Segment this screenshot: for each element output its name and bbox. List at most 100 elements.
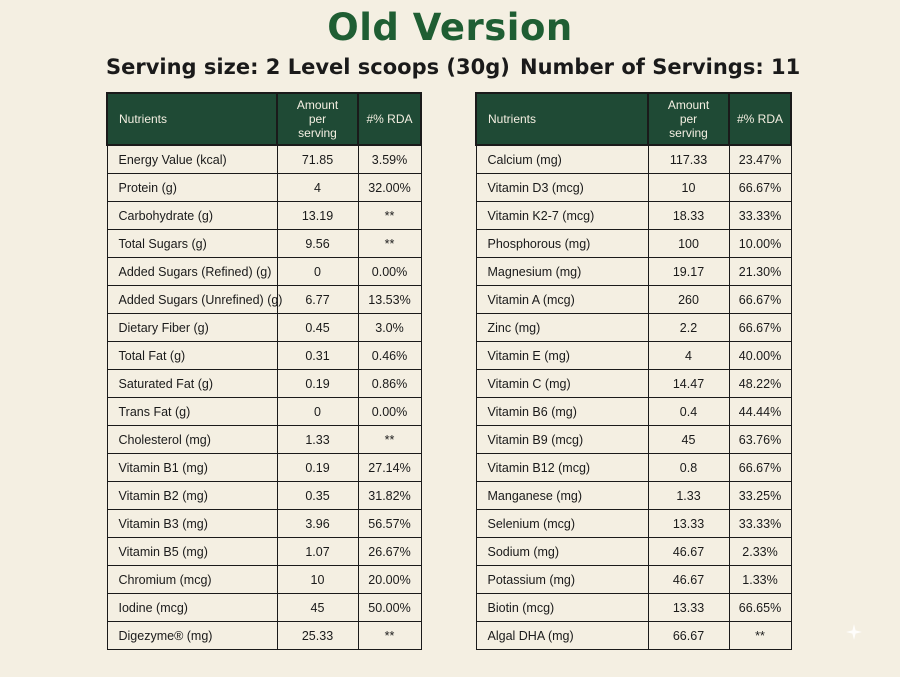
rda-cell: **: [357, 425, 422, 454]
nutrient-cell: Chromium (mcg): [106, 565, 278, 594]
amount-cell: 10: [276, 565, 359, 594]
sparkle-icon: [846, 624, 862, 640]
rda-cell: 20.00%: [357, 565, 422, 594]
rda-cell: 31.82%: [357, 481, 422, 510]
nutrient-cell: Added Sugars (Unrefined) (g): [106, 285, 282, 314]
nutrient-cell: Potassium (mg): [475, 565, 649, 594]
amount-header: Amount per serving: [647, 92, 730, 146]
rda-cell: 63.76%: [728, 425, 792, 454]
nutrient-cell: Total Fat (g): [106, 341, 278, 370]
amount-cell: 13.33: [647, 593, 730, 622]
table-row: Saturated Fat (g) 0.19 0.86%: [106, 369, 422, 398]
amount-cell: 0.8: [647, 453, 730, 482]
amount-cell: 14.47: [647, 369, 730, 398]
nutrient-cell: Dietary Fiber (g): [106, 313, 278, 342]
amount-cell: 0: [276, 397, 359, 426]
amount-header: Amount per serving: [276, 92, 359, 146]
amount-header-line: per: [679, 112, 698, 126]
table-row: Vitamin E (mg) 4 40.00%: [475, 341, 792, 370]
table-row: Added Sugars (Refined) (g) 0 0.00%: [106, 257, 422, 286]
amount-cell: 0: [276, 257, 359, 286]
amount-cell: 3.96: [276, 509, 359, 538]
table-row: Total Sugars (g) 9.56 **: [106, 229, 422, 258]
table-row: Vitamin B12 (mcg) 0.8 66.67%: [475, 453, 792, 482]
rda-cell: **: [357, 201, 422, 230]
table-header-row: Nutrients Amount per serving #% RDA: [106, 92, 422, 146]
amount-cell: 4: [647, 341, 730, 370]
amount-cell: 117.33: [647, 144, 730, 174]
table-row: Protein (g) 4 32.00%: [106, 173, 422, 202]
table-row: Sodium (mg) 46.67 2.33%: [475, 537, 792, 566]
table-row: Vitamin A (mcg) 260 66.67%: [475, 285, 792, 314]
rda-cell: 3.59%: [357, 144, 422, 174]
rda-cell: **: [357, 621, 422, 650]
amount-cell: 100: [647, 229, 730, 258]
nutrients-header: Nutrients: [475, 92, 649, 146]
rda-cell: 33.33%: [728, 509, 792, 538]
rda-cell: 13.53%: [357, 285, 422, 314]
amount-cell: 46.67: [647, 537, 730, 566]
amount-cell: 2.2: [647, 313, 730, 342]
nutrient-cell: Vitamin A (mcg): [475, 285, 649, 314]
nutrient-cell: Added Sugars (Refined) (g): [106, 257, 278, 286]
amount-cell: 0.31: [276, 341, 359, 370]
amount-cell: 66.67: [647, 621, 730, 650]
amount-header-line: Amount: [296, 98, 339, 112]
rda-cell: 50.00%: [357, 593, 422, 622]
amount-cell: 13.19: [276, 201, 359, 230]
table-row: Vitamin K2-7 (mcg) 18.33 33.33%: [475, 201, 792, 230]
rda-cell: 2.33%: [728, 537, 792, 566]
nutrient-cell: Vitamin B5 (mg): [106, 537, 278, 566]
table-row: Vitamin B3 (mg) 3.96 56.57%: [106, 509, 422, 538]
rda-cell: 40.00%: [728, 341, 792, 370]
nutrient-cell: Manganese (mg): [475, 481, 649, 510]
table-row: Dietary Fiber (g) 0.45 3.0%: [106, 313, 422, 342]
nutrient-cell: Vitamin B12 (mcg): [475, 453, 649, 482]
amount-header-line: per: [308, 112, 327, 126]
table-row: Vitamin D3 (mcg) 10 66.67%: [475, 173, 792, 202]
nutrition-table-left: Nutrients Amount per serving #% RDA Ener…: [106, 92, 422, 650]
table-header-row: Nutrients Amount per serving #% RDA: [475, 92, 792, 146]
rda-cell: 33.25%: [728, 481, 792, 510]
nutrient-cell: Vitamin D3 (mcg): [475, 173, 649, 202]
nutrient-cell: Cholesterol (mg): [106, 425, 278, 454]
amount-cell: 0.4: [647, 397, 730, 426]
table-row: Cholesterol (mg) 1.33 **: [106, 425, 422, 454]
amount-cell: 46.67: [647, 565, 730, 594]
table-row: Chromium (mcg) 10 20.00%: [106, 565, 422, 594]
amount-cell: 45: [647, 425, 730, 454]
nutrition-table-body: Calcium (mg) 117.33 23.47% Vitamin D3 (mcg)…: [475, 144, 792, 650]
amount-cell: 1.33: [647, 481, 730, 510]
rda-cell: 66.67%: [728, 313, 792, 342]
nutrient-cell: Vitamin B1 (mg): [106, 453, 278, 482]
nutrient-cell: Vitamin B3 (mg): [106, 509, 278, 538]
table-row: Vitamin B5 (mg) 1.07 26.67%: [106, 537, 422, 566]
table-row: Phosphorous (mg) 100 10.00%: [475, 229, 792, 258]
rda-cell: 23.47%: [728, 144, 792, 174]
table-row: Calcium (mg) 117.33 23.47%: [475, 144, 792, 174]
serving-size-label: Serving size: 2 Level scoops (30g): [106, 55, 510, 79]
nutrient-cell: Digezyme® (mg): [106, 621, 278, 650]
nutrient-cell: Vitamin C (mg): [475, 369, 649, 398]
amount-cell: 13.33: [647, 509, 730, 538]
nutrient-cell: Sodium (mg): [475, 537, 649, 566]
table-row: Energy Value (kcal) 71.85 3.59%: [106, 144, 422, 174]
table-row: Potassium (mg) 46.67 1.33%: [475, 565, 792, 594]
nutrient-cell: Vitamin B9 (mcg): [475, 425, 649, 454]
table-row: Manganese (mg) 1.33 33.25%: [475, 481, 792, 510]
nutrient-cell: Total Sugars (g): [106, 229, 278, 258]
amount-cell: 0.19: [276, 453, 359, 482]
rda-cell: 27.14%: [357, 453, 422, 482]
amount-cell: 71.85: [276, 144, 359, 174]
rda-header: #% RDA: [728, 92, 792, 146]
amount-cell: 260: [647, 285, 730, 314]
rda-cell: 66.67%: [728, 453, 792, 482]
amount-cell: 9.56: [276, 229, 359, 258]
amount-cell: 0.35: [276, 481, 359, 510]
rda-cell: 0.46%: [357, 341, 422, 370]
rda-cell: 66.65%: [728, 593, 792, 622]
amount-cell: 1.07: [276, 537, 359, 566]
amount-cell: 4: [276, 173, 359, 202]
nutrient-cell: Saturated Fat (g): [106, 369, 278, 398]
rda-cell: 56.57%: [357, 509, 422, 538]
